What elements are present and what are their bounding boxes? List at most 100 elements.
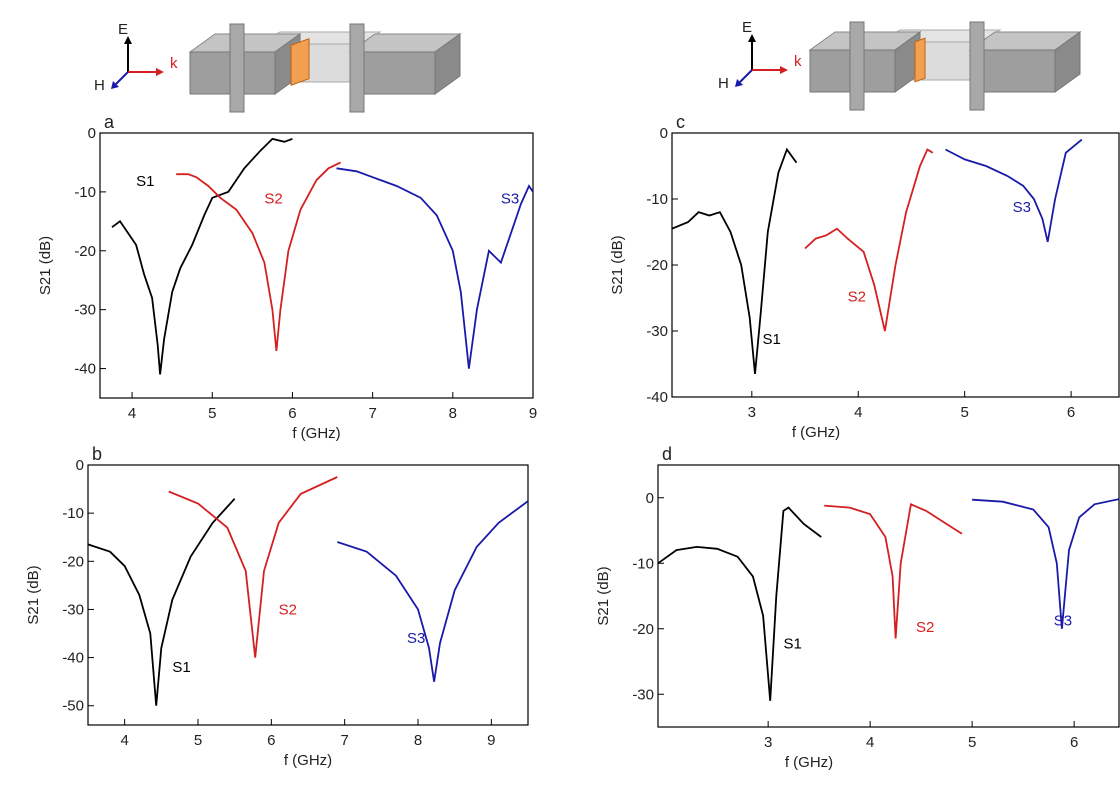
y-tick-label: -20 xyxy=(74,243,96,260)
x-tick-label: 6 xyxy=(1067,404,1075,421)
h-arrow xyxy=(115,71,129,85)
y-tick-label: -30 xyxy=(62,601,84,618)
k-arrow-head xyxy=(780,66,788,74)
y-tick-label: -10 xyxy=(62,505,84,522)
x-tick-label: 7 xyxy=(368,405,376,422)
series-line xyxy=(111,137,293,375)
flange-right xyxy=(349,23,365,113)
y-tick-label: -10 xyxy=(74,184,96,201)
x-tick-label: 6 xyxy=(267,732,275,749)
series-label: S1 xyxy=(172,659,190,676)
x-tick-label: 4 xyxy=(120,732,128,749)
y-tick-label: -20 xyxy=(632,621,654,638)
panel-label: d xyxy=(662,444,672,464)
x-tick-label: 4 xyxy=(854,404,862,421)
illustration: Ek H xyxy=(94,21,462,113)
chart-panel: 4 5 6 7 8 9 0 -10 -20 -30 -40 f (GHz) S21 (dB) a S1 S2 S… xyxy=(37,112,537,442)
x-axis-label: f (GHz) xyxy=(292,425,340,442)
x-tick-label: 6 xyxy=(288,405,296,422)
series-label: S2 xyxy=(848,288,866,305)
y-tick-label: -20 xyxy=(62,553,84,570)
k-arrow-head xyxy=(156,68,164,76)
y-tick-label: 0 xyxy=(646,490,654,507)
series-label: S3 xyxy=(407,630,425,647)
y-tick-label: -40 xyxy=(646,389,668,406)
x-tick-label: 3 xyxy=(764,734,772,751)
series-line xyxy=(88,498,236,706)
x-tick-label: 8 xyxy=(449,405,457,422)
series-label: S2 xyxy=(916,619,934,636)
flange-right xyxy=(969,21,985,111)
x-axis-label: f (GHz) xyxy=(785,754,833,771)
flange-left xyxy=(229,23,245,113)
y-tick-label: -30 xyxy=(646,323,668,340)
flange-left xyxy=(849,21,865,111)
y-tick-label: -20 xyxy=(646,257,668,274)
plot-frame xyxy=(99,132,534,399)
x-tick-label: 6 xyxy=(1070,734,1078,751)
series-line xyxy=(658,506,822,701)
x-tick-label: 7 xyxy=(340,732,348,749)
waveguide-side xyxy=(434,33,461,95)
k-label: k xyxy=(794,53,802,70)
e-arrow-head xyxy=(124,36,132,44)
panel-label: b xyxy=(92,444,102,464)
x-tick-label: 8 xyxy=(414,732,422,749)
h-label: H xyxy=(94,77,105,94)
sample xyxy=(290,38,310,86)
x-tick-label: 9 xyxy=(529,405,537,422)
y-tick-label: 0 xyxy=(660,125,668,142)
plot-frame xyxy=(87,464,529,726)
panel-label: a xyxy=(104,112,115,132)
series-line xyxy=(945,138,1083,243)
series-label: S2 xyxy=(264,191,282,208)
e-arrow-head xyxy=(748,34,756,42)
series-label: S1 xyxy=(762,331,780,348)
y-axis-label: S21 (dB) xyxy=(595,566,612,625)
series-line xyxy=(824,503,963,639)
y-axis-label: S21 (dB) xyxy=(25,565,42,624)
plot-frame xyxy=(657,464,1120,728)
y-tick-label: -30 xyxy=(74,302,96,319)
chart-panel: 3 4 5 6 0 -10 -20 -30 f (GHz) S21 (dB) d S1 S2 S3 xyxy=(595,444,1120,771)
y-tick-label: -30 xyxy=(632,686,654,703)
series-label: S1 xyxy=(136,173,154,190)
panel-label: c xyxy=(676,112,685,132)
series-line xyxy=(804,148,934,332)
series-line xyxy=(672,147,798,374)
x-tick-label: 4 xyxy=(866,734,874,751)
series-label: S1 xyxy=(783,635,801,652)
x-axis-label: f (GHz) xyxy=(792,424,840,441)
x-tick-label: 5 xyxy=(968,734,976,751)
illustration: Ek H xyxy=(718,19,1082,111)
series-line xyxy=(176,161,341,351)
series-line xyxy=(972,498,1119,629)
h-arrow xyxy=(739,69,753,83)
series-label: S3 xyxy=(1054,612,1072,629)
e-label: E xyxy=(742,19,752,36)
h-label: H xyxy=(718,75,729,92)
x-tick-label: 5 xyxy=(961,404,969,421)
series-line xyxy=(168,476,338,658)
e-label: E xyxy=(118,21,128,38)
y-tick-label: 0 xyxy=(76,457,84,474)
series-label: S2 xyxy=(279,601,297,618)
x-tick-label: 5 xyxy=(194,732,202,749)
x-tick-label: 4 xyxy=(128,405,136,422)
series-label: S3 xyxy=(501,191,519,208)
chart-panel: 3 4 5 6 0 -10 -20 -30 -40 f (GHz) S21 (dB) c S1 S2 S3 xyxy=(609,112,1120,441)
x-tick-label: 5 xyxy=(208,405,216,422)
series-line xyxy=(337,500,528,682)
y-tick-label: -10 xyxy=(632,555,654,572)
y-tick-label: 0 xyxy=(88,125,96,142)
waveguide-side xyxy=(1054,31,1081,93)
y-tick-label: -10 xyxy=(646,191,668,208)
k-label: k xyxy=(170,55,178,72)
y-axis-label: S21 (dB) xyxy=(609,235,626,294)
y-tick-label: -40 xyxy=(74,361,96,378)
y-axis-label: S21 (dB) xyxy=(37,236,54,295)
y-tick-label: -40 xyxy=(62,650,84,667)
x-tick-label: 9 xyxy=(487,732,495,749)
x-axis-label: f (GHz) xyxy=(284,752,332,769)
